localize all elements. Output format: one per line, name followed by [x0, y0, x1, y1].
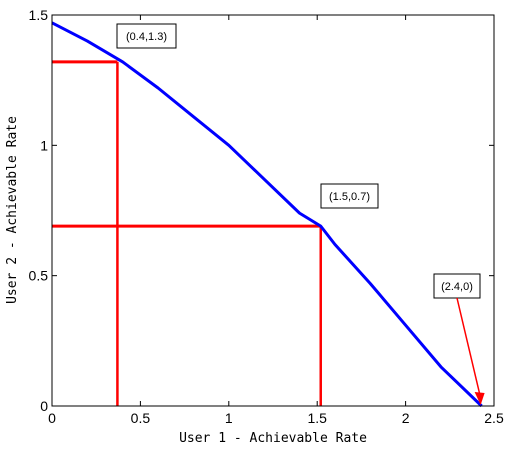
- annotation-text: (1.5,0.7): [329, 191, 370, 203]
- x-axis-label: User 1 - Achievable Rate: [179, 431, 367, 446]
- plot-frame: [51, 14, 495, 407]
- x-tick-label: 2.5: [484, 410, 504, 426]
- x-tick-label: 1.5: [307, 410, 327, 426]
- x-tick-label: 2: [402, 410, 410, 426]
- x-tick-label: 1: [225, 410, 233, 426]
- rate-region-curve: [51, 21, 483, 408]
- y-tick-label: 0: [40, 398, 48, 414]
- y-tick-label: 1.5: [29, 7, 49, 23]
- y-tick-label: 0.5: [29, 268, 49, 284]
- annotation-text: (0.4,1.3): [126, 31, 167, 43]
- annotation-label: (2.4,0): [433, 273, 485, 405]
- x-tick-label: 0: [48, 410, 56, 426]
- annotation-text: (2.4,0): [441, 281, 473, 293]
- annotation-box: [116, 23, 177, 49]
- y-tick-label: 1: [40, 137, 48, 153]
- annotation-label: (1.5,0.7): [320, 183, 379, 209]
- annotation-label: (0.4,1.3): [116, 23, 177, 49]
- annotation-box: [320, 183, 379, 209]
- y-axis-label: User 2 - Achievable Rate: [5, 116, 20, 304]
- annotation-arrow-line: [456, 297, 482, 399]
- x-tick-label: 0.5: [131, 410, 151, 426]
- annotation-box: [433, 273, 481, 299]
- annotation-arrow-head: [474, 392, 485, 405]
